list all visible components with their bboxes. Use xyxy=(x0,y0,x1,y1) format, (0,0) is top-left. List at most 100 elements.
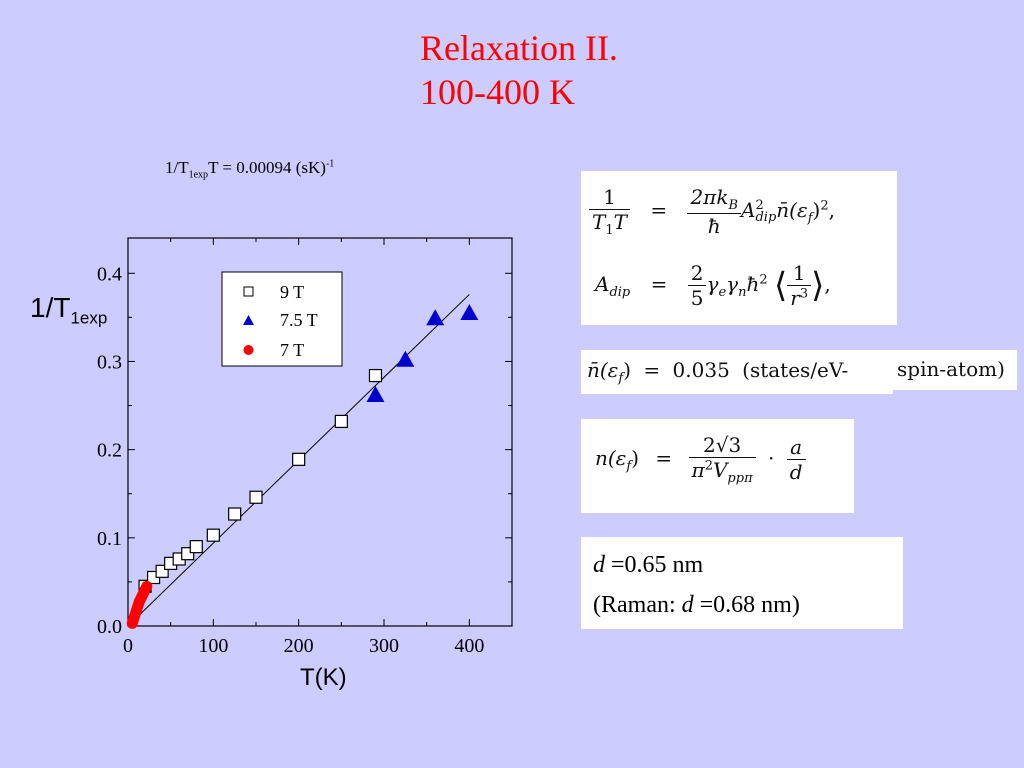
x-tick-label: 400 xyxy=(454,635,484,657)
plot-frame xyxy=(127,237,513,627)
ad-num: a xyxy=(786,435,806,460)
adip-lhs: A xyxy=(595,272,610,296)
legend-marker-9t xyxy=(243,286,254,297)
legend-marker-7-5t xyxy=(243,315,254,325)
equals-sign-3: = xyxy=(643,358,661,382)
ad-fraction: a d xyxy=(786,435,806,484)
slide-title: Relaxation II. 100-400 K xyxy=(420,26,618,114)
dos-lhs-end: ) xyxy=(623,358,632,382)
adip-comma: , xyxy=(824,272,831,296)
gamma-n-sub: n xyxy=(738,285,747,300)
equation-dos-value: n̄(εf) = 0.035 (states/eV- xyxy=(587,358,848,386)
inner-num: 1 xyxy=(787,261,812,286)
nef-lhs-sub: f xyxy=(626,459,632,474)
equation-box-dos-units-tail: spin-atom) xyxy=(893,350,1017,390)
inner-den-r: r xyxy=(790,286,800,310)
d-var-1: d xyxy=(593,552,605,578)
adip-lhs-sub: dip xyxy=(609,285,631,300)
nef-lhs: n(ε xyxy=(595,446,627,470)
dos-value: 0.035 xyxy=(672,358,730,382)
equals-sign-4: = xyxy=(655,446,673,470)
y-tick-label: 0.4 xyxy=(97,263,122,285)
rhs-close: ) xyxy=(812,198,821,222)
d-value-line: d =0.65 nm xyxy=(593,547,703,583)
nef-num: 2√3 xyxy=(688,433,756,458)
x-axis-title: T(K) xyxy=(300,664,347,691)
adip-frac-num: 2 xyxy=(687,261,707,286)
rhs-close-sup: 2 xyxy=(820,198,829,214)
ad-den: d xyxy=(789,460,803,484)
point-7t xyxy=(141,580,153,592)
point-9t xyxy=(249,490,263,504)
d-value-2: =0.68 nm) xyxy=(693,592,800,618)
hbar-sup: 2 xyxy=(759,272,768,288)
inner-den-sup: 3 xyxy=(799,286,809,302)
angle-close: ⟩ xyxy=(811,265,825,306)
gamma-e-sub: e xyxy=(718,285,727,300)
lhs-den-sub: 1 xyxy=(605,223,614,238)
rhs-A-scripts: 2 dip xyxy=(755,197,776,224)
fit-formula-sup: -1 xyxy=(325,158,335,170)
d-values-box: d =0.65 nm (Raman: d =0.68 nm) xyxy=(581,537,903,629)
y-tick-label: 0.3 xyxy=(97,351,122,373)
gamma-e: γ xyxy=(706,272,719,296)
equals-sign-1: = xyxy=(650,198,668,222)
rhs-fraction: 2πkB ħ xyxy=(687,185,742,238)
point-9t xyxy=(189,540,203,554)
adip-frac-den: 5 xyxy=(690,286,704,310)
x-tick-label: 100 xyxy=(198,635,228,657)
legend-marker-7t xyxy=(243,345,254,355)
equation-box-dos-formula: n(εf) = 2√3 π2Vppπ · a d xyxy=(581,419,854,513)
rhs-den: ħ xyxy=(707,214,721,238)
x-tick-label: 300 xyxy=(369,635,399,657)
dos-units-tail: spin-atom) xyxy=(897,357,1005,381)
inner-fraction: 1 r3 xyxy=(787,261,812,310)
inner-den: r3 xyxy=(787,286,811,310)
data-points xyxy=(126,303,479,629)
x-tick-label: 200 xyxy=(284,635,314,657)
dos-lhs: n̄(ε xyxy=(587,358,619,382)
rhs-A-sup: 2 xyxy=(755,197,764,213)
equation-box-dos-value: n̄(εf) = 0.035 (states/eV- xyxy=(581,350,893,394)
dos-lhs-sub: f xyxy=(618,371,624,386)
title-line-2: 100-400 K xyxy=(420,72,575,112)
nef-den: π2Vppπ xyxy=(689,458,756,486)
lhs-den-T: T xyxy=(592,210,606,234)
dos-units: (states/eV- xyxy=(742,358,849,382)
adip-fraction: 2 5 xyxy=(687,261,707,310)
y-axis-title-sub: 1exp xyxy=(70,308,108,328)
fit-formula-prefix: 1/T xyxy=(165,158,189,177)
d-var-2: d xyxy=(681,592,694,618)
lhs-den: T1T xyxy=(589,210,630,238)
raman-d-value-line: (Raman: d =0.68 nm) xyxy=(593,587,800,623)
equation-box-relaxation: 1 T1T = 2πkB ħ A 2 dip n̄(εf)2, Adip = 2 5 … xyxy=(581,171,897,325)
hbar: ħ xyxy=(746,272,760,296)
axis-ticks xyxy=(127,238,513,627)
rhs-num-sub: B xyxy=(728,198,739,213)
point-7-5t xyxy=(426,309,445,326)
x-tick-label: 0 xyxy=(123,635,133,657)
gamma-n: γ xyxy=(726,272,739,296)
lhs-den-tail: T xyxy=(613,210,627,234)
y-tick-label: 0.0 xyxy=(97,616,122,638)
d-value-1: =0.65 nm xyxy=(605,552,704,578)
fit-formula-mid: T = 0.00094 (sK) xyxy=(208,158,326,177)
nef-den-sup: 2 xyxy=(704,458,713,474)
point-9t xyxy=(206,528,220,542)
rhs-comma: , xyxy=(828,198,835,222)
rhs-n-sub: f xyxy=(807,211,813,226)
legend-box xyxy=(221,271,343,367)
nef-dot: · xyxy=(767,446,775,470)
legend-label-7t: 7 T xyxy=(280,340,304,360)
rhs-num: 2πkB xyxy=(687,185,742,214)
equals-sign-2: = xyxy=(650,272,668,296)
y-axis-title: 1/T1exp xyxy=(30,292,107,329)
equation-dos-formula: n(εf) = 2√3 π2Vppπ · a d xyxy=(595,433,806,486)
nef-den-pi: π xyxy=(691,458,705,482)
rhs-n: n̄(ε xyxy=(776,198,808,222)
point-9t xyxy=(228,507,242,521)
point-9t xyxy=(334,414,348,429)
equation-a-dip: Adip = 2 5 γeγnħ2 ⟨ 1 r3 ⟩, xyxy=(595,261,831,310)
lhs-num: 1 xyxy=(589,185,630,210)
